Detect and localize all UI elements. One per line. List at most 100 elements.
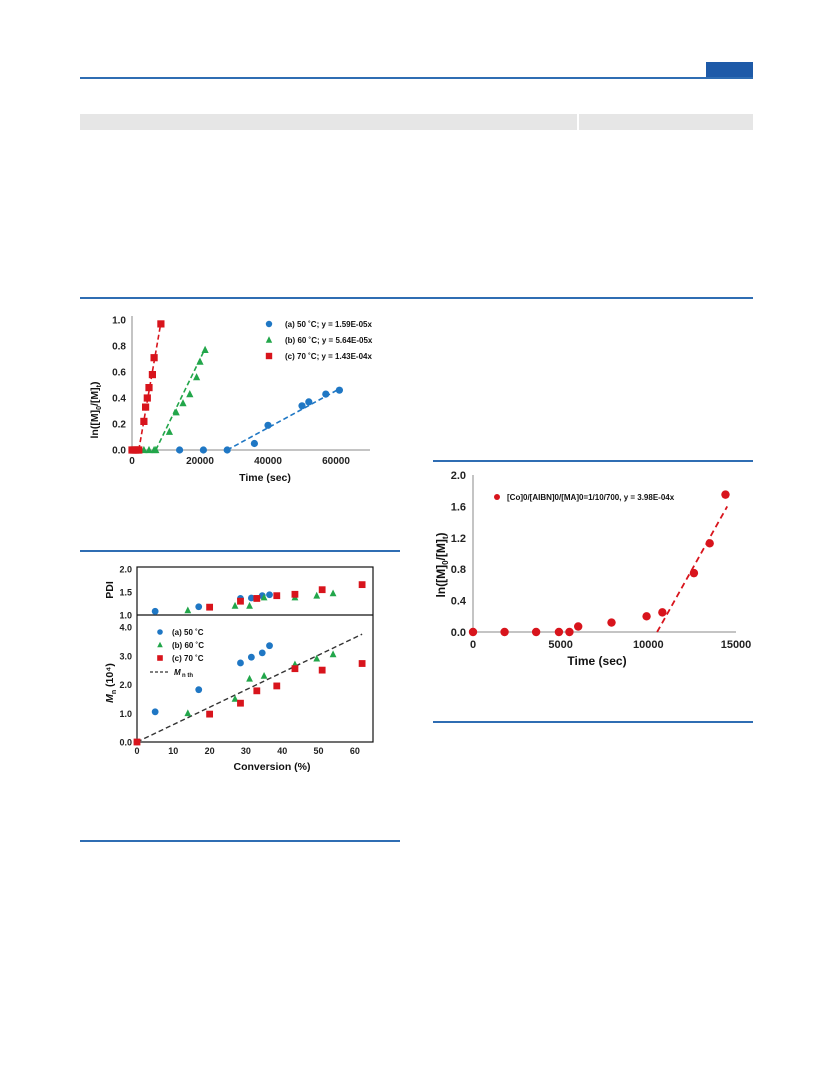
data-point	[157, 320, 165, 328]
y-tick-label: 1.0	[112, 316, 126, 327]
data-point	[298, 402, 306, 410]
data-point	[151, 708, 159, 716]
data-point	[266, 642, 273, 650]
legend-label-sub: n th	[182, 673, 193, 679]
table-header-band	[80, 114, 753, 130]
header-tab	[706, 62, 753, 77]
x-axis-label: Time (sec)	[567, 654, 626, 668]
svg-text:ln([M]0/[M]t): ln([M]0/[M]t)	[89, 382, 103, 439]
svg-text:ln([M]0/[M]t): ln([M]0/[M]t)	[434, 532, 450, 597]
data-point	[199, 446, 207, 454]
x-axis-label: Time (sec)	[239, 472, 291, 484]
y-axis-label: ln([M]0/[M]t)	[89, 382, 103, 439]
data-point	[273, 682, 281, 690]
plot-frame	[136, 566, 374, 743]
data-point	[565, 627, 574, 637]
data-point	[206, 710, 214, 718]
y-tick-label: 3.0	[119, 651, 132, 661]
fit-line	[155, 348, 206, 451]
data-point	[265, 336, 273, 343]
y-tick-label: 2.0	[119, 565, 132, 575]
theory-line	[136, 633, 363, 743]
figure-rule	[433, 460, 753, 462]
data-point	[247, 653, 255, 661]
data-point	[206, 603, 214, 611]
y-tick-label: 0.2	[112, 420, 126, 431]
x-tick-label: 0	[129, 456, 135, 467]
data-point	[195, 686, 203, 694]
data-point	[135, 446, 143, 454]
y-tick-label: 0.0	[451, 627, 466, 639]
data-point	[184, 709, 192, 717]
data-point	[313, 591, 321, 599]
data-point	[151, 607, 159, 615]
data-point	[237, 659, 244, 667]
y-tick-label: 1.5	[119, 588, 132, 598]
data-point	[531, 627, 541, 637]
y-tick-label: 0.8	[451, 564, 466, 576]
data-point	[145, 445, 153, 454]
data-point	[196, 357, 204, 365]
figure-rule	[80, 550, 400, 552]
data-point	[266, 591, 273, 599]
data-point	[322, 390, 330, 398]
data-point	[253, 687, 261, 695]
data-point	[140, 417, 148, 425]
x-axis-label: Conversion (%)	[233, 761, 310, 773]
data-point	[143, 394, 151, 402]
data-point	[172, 408, 180, 416]
data-point	[258, 649, 266, 657]
figure-rule	[80, 840, 400, 842]
legend-label: (c) 70 ˚C; y = 1.43E-04x	[285, 352, 372, 361]
data-point	[313, 654, 321, 662]
data-point	[195, 603, 203, 611]
x-tick-label: 20	[205, 746, 215, 756]
data-point	[184, 606, 192, 614]
data-point	[318, 586, 326, 594]
data-point	[231, 601, 239, 609]
header-rule	[80, 77, 753, 79]
data-point	[574, 622, 583, 631]
kinetics-chart-temperature: 0.0 0.2 0.4 0.6 0.8 1.0 0 20000 40000 60000 (a) 5…	[89, 316, 373, 485]
mn-pdi-conversion-chart: 1.0 1.5 2.0 0.0 1.0 2.0 3.0 4.0 0 10 20 30 40 50 60 (a…	[104, 565, 374, 773]
x-tick-label: 5000	[548, 639, 572, 651]
data-point	[291, 665, 299, 673]
data-point	[260, 671, 268, 679]
data-point	[500, 627, 509, 637]
data-point	[260, 593, 268, 601]
legend-label: (b) 60 ˚C; y = 5.64E-05x	[285, 336, 373, 345]
data-point	[689, 568, 699, 578]
data-point	[157, 655, 163, 661]
data-point	[305, 398, 313, 406]
data-point	[329, 589, 337, 597]
data-point	[494, 494, 500, 500]
y-tick-label: 0.0	[112, 446, 126, 457]
legend-label: [Co]0/[AIBN]0/[MA]0=1/10/700, y = 3.98E-…	[507, 493, 675, 502]
x-tick-label: 10	[168, 746, 178, 756]
data-point	[607, 618, 616, 627]
x-tick-label: 60000	[322, 456, 350, 467]
data-point	[358, 660, 366, 667]
data-point	[157, 641, 163, 648]
y-tick-label: 1.6	[451, 501, 466, 513]
table-header-divider	[577, 114, 579, 130]
data-point	[152, 445, 160, 454]
y-tick-label: 0.0	[119, 738, 132, 748]
data-point	[231, 694, 239, 702]
y-tick-label: 1.0	[119, 709, 132, 719]
x-tick-label: 20000	[186, 456, 214, 467]
x-tick-label: 50	[314, 746, 324, 756]
y-tick-label: 1.2	[451, 533, 466, 545]
data-point	[246, 674, 253, 682]
mn-axis-label: Mn (10⁴)	[104, 663, 118, 703]
data-point	[246, 601, 253, 609]
data-point	[223, 446, 231, 454]
data-point	[193, 373, 201, 381]
data-point	[658, 608, 667, 617]
legend-label: (c) 70 ˚C	[172, 654, 204, 663]
y-tick-label: 2.0	[119, 680, 132, 690]
data-point	[265, 320, 273, 328]
data-point	[176, 446, 184, 454]
data-point	[237, 597, 244, 605]
data-point	[358, 581, 366, 589]
